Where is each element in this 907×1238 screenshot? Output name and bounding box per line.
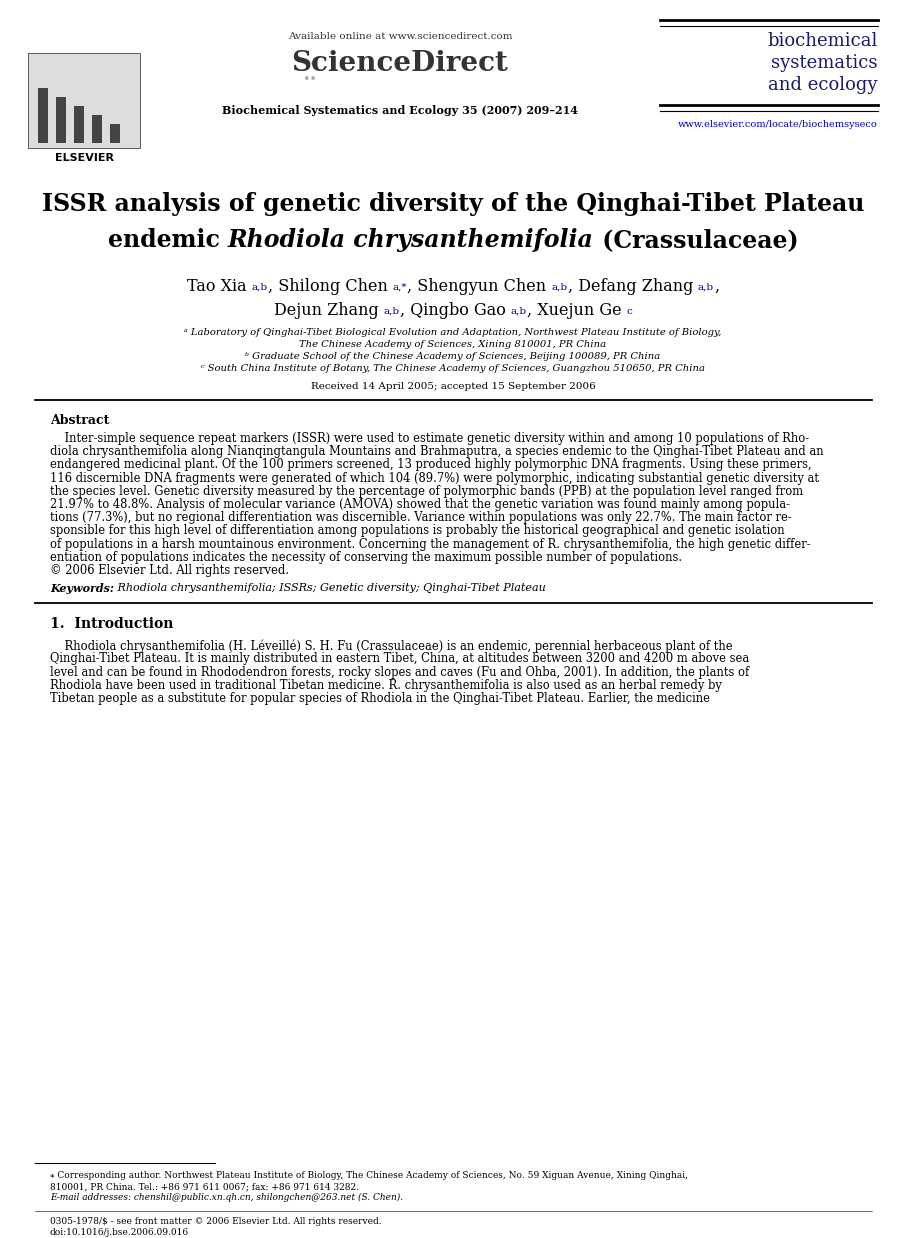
Text: diola chrysanthemifolia along Nianqingtangula Mountains and Brahmaputra, a speci: diola chrysanthemifolia along Nianqingta…: [50, 446, 824, 458]
Text: Biochemical Systematics and Ecology 35 (2007) 209–214: Biochemical Systematics and Ecology 35 (…: [222, 105, 578, 116]
Text: Rhodiola chrysanthemifolia: Rhodiola chrysanthemifolia: [228, 228, 593, 253]
Text: ••
••: •• ••: [303, 58, 317, 85]
Text: of populations in a harsh mountainous environment. Concerning the management of : of populations in a harsh mountainous en…: [50, 537, 811, 551]
Text: 0305-1978/$ - see front matter © 2006 Elsevier Ltd. All rights reserved.: 0305-1978/$ - see front matter © 2006 El…: [50, 1217, 382, 1226]
Text: c: c: [627, 307, 632, 316]
Bar: [38, 88, 48, 144]
Text: entiation of populations indicates the necessity of conserving the maximum possi: entiation of populations indicates the n…: [50, 551, 682, 563]
Bar: [56, 97, 66, 144]
Text: © 2006 Elsevier Ltd. All rights reserved.: © 2006 Elsevier Ltd. All rights reserved…: [50, 565, 289, 577]
Text: endangered medicinal plant. Of the 100 primers screened, 13 produced highly poly: endangered medicinal plant. Of the 100 p…: [50, 458, 812, 472]
Text: , Shengyun Chen: , Shengyun Chen: [407, 279, 551, 295]
Text: Abstract: Abstract: [50, 413, 110, 427]
Text: 810001, PR China. Tel.: +86 971 611 0067; fax: +86 971 614 3282.: 810001, PR China. Tel.: +86 971 611 0067…: [50, 1182, 359, 1191]
Text: The Chinese Academy of Sciences, Xining 810001, PR China: The Chinese Academy of Sciences, Xining …: [299, 340, 607, 349]
Text: a,b: a,b: [384, 307, 400, 316]
Text: , Xuejun Ge: , Xuejun Ge: [527, 302, 627, 319]
Text: www.elsevier.com/locate/biochemsyseco: www.elsevier.com/locate/biochemsyseco: [678, 120, 878, 129]
Text: Tao Xia: Tao Xia: [187, 279, 251, 295]
Text: a,b: a,b: [511, 307, 527, 316]
Text: the species level. Genetic diversity measured by the percentage of polymorphic b: the species level. Genetic diversity mea…: [50, 485, 803, 498]
Text: a,b: a,b: [251, 284, 268, 292]
Bar: [74, 106, 84, 144]
Text: Rhodiola chrysanthemifolia; ISSRs; Genetic diversity; Qinghai-Tibet Plateau: Rhodiola chrysanthemifolia; ISSRs; Genet…: [114, 583, 546, 593]
Text: a,b: a,b: [698, 284, 714, 292]
Text: 1.  Introduction: 1. Introduction: [50, 618, 173, 631]
Text: Dejun Zhang: Dejun Zhang: [274, 302, 384, 319]
Text: (Crassulaceae): (Crassulaceae): [593, 228, 798, 253]
Text: a,*: a,*: [393, 284, 407, 292]
Text: ELSEVIER: ELSEVIER: [54, 154, 113, 163]
Text: systematics: systematics: [772, 54, 878, 72]
Text: E-mail addresses: chenshil@public.xn.qh.cn, shilongchen@263.net (S. Chen).: E-mail addresses: chenshil@public.xn.qh.…: [50, 1193, 403, 1202]
Text: level and can be found in Rhododendron forests, rocky slopes and caves (Fu and O: level and can be found in Rhododendron f…: [50, 666, 749, 678]
Text: 116 discernible DNA fragments were generated of which 104 (89.7%) were polymorph: 116 discernible DNA fragments were gener…: [50, 472, 819, 484]
Text: 21.97% to 48.8%. Analysis of molecular variance (AMOVA) showed that the genetic : 21.97% to 48.8%. Analysis of molecular v…: [50, 498, 790, 511]
Text: ᶜ South China Institute of Botany, The Chinese Academy of Sciences, Guangzhou 51: ᶜ South China Institute of Botany, The C…: [201, 364, 705, 373]
Text: ⁎ Corresponding author. Northwest Plateau Institute of Biology, The Chinese Acad: ⁎ Corresponding author. Northwest Platea…: [50, 1171, 688, 1180]
Text: sponsible for this high level of differentiation among populations is probably t: sponsible for this high level of differe…: [50, 525, 785, 537]
Text: ᵇ Graduate School of the Chinese Academy of Sciences, Beijing 100089, PR China: ᵇ Graduate School of the Chinese Academy…: [246, 352, 660, 361]
Text: Available online at www.sciencedirect.com: Available online at www.sciencedirect.co…: [288, 32, 512, 41]
Text: biochemical: biochemical: [767, 32, 878, 50]
Text: doi:10.1016/j.bse.2006.09.016: doi:10.1016/j.bse.2006.09.016: [50, 1228, 190, 1237]
Text: a,b: a,b: [551, 284, 568, 292]
Text: Keywords:: Keywords:: [50, 583, 114, 594]
Text: Rhodiola chrysanthemifolia (H. Léveillé) S. H. Fu (Crassulaceae) is an endemic, : Rhodiola chrysanthemifolia (H. Léveillé)…: [50, 639, 733, 652]
Text: ScienceDirect: ScienceDirect: [291, 50, 509, 77]
Text: Inter-simple sequence repeat markers (ISSR) were used to estimate genetic divers: Inter-simple sequence repeat markers (IS…: [50, 432, 809, 444]
Text: and ecology: and ecology: [768, 76, 878, 94]
Text: , Qingbo Gao: , Qingbo Gao: [400, 302, 511, 319]
Bar: [110, 124, 120, 144]
Text: Qinghai-Tibet Plateau. It is mainly distributed in eastern Tibet, China, at alti: Qinghai-Tibet Plateau. It is mainly dist…: [50, 652, 749, 665]
Text: ISSR analysis of genetic diversity of the Qinghai-Tibet Plateau: ISSR analysis of genetic diversity of th…: [42, 192, 864, 215]
Bar: [92, 115, 102, 144]
Text: endemic: endemic: [108, 228, 228, 253]
Text: , Shilong Chen: , Shilong Chen: [268, 279, 393, 295]
Text: , Defang Zhang: , Defang Zhang: [568, 279, 698, 295]
Text: Tibetan people as a substitute for popular species of Rhodiola in the Qinghai-Ti: Tibetan people as a substitute for popul…: [50, 692, 710, 704]
Text: Rhodiola have been used in traditional Tibetan medicine. R. chrysanthemifolia is: Rhodiola have been used in traditional T…: [50, 678, 722, 692]
Text: ,: ,: [714, 279, 719, 295]
Text: tions (77.3%), but no regional differentiation was discernible. Variance within : tions (77.3%), but no regional different…: [50, 511, 792, 524]
Text: Received 14 April 2005; accepted 15 September 2006: Received 14 April 2005; accepted 15 Sept…: [310, 383, 595, 391]
Text: ᵃ Laboratory of Qinghai-Tibet Biological Evolution and Adaptation, Northwest Pla: ᵃ Laboratory of Qinghai-Tibet Biological…: [184, 328, 722, 337]
Bar: [28, 53, 140, 149]
